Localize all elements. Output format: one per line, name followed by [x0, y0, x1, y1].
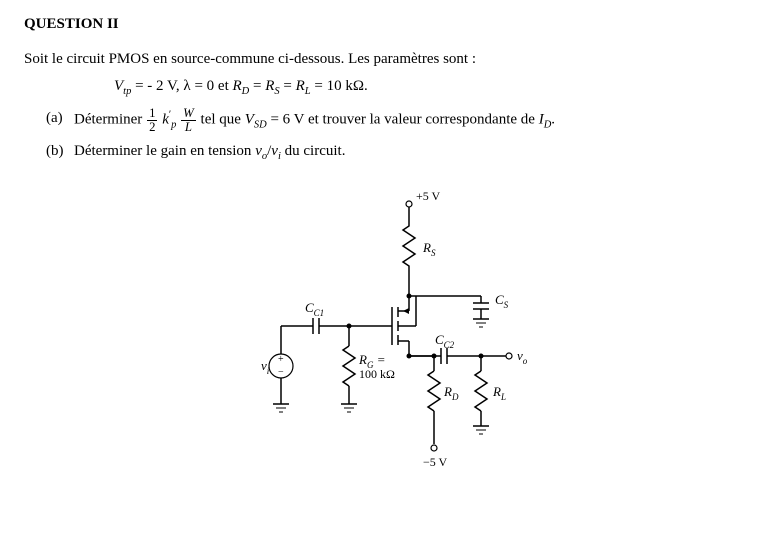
rg-lbl: R	[358, 352, 367, 367]
rs-symbol: R	[265, 78, 274, 94]
frac-half: 12	[147, 107, 157, 134]
svg-text:+: +	[278, 354, 284, 365]
svg-text:RS: RS	[422, 240, 436, 258]
vo-lbl-sub: o	[523, 356, 528, 366]
svg-text:RD: RD	[443, 384, 459, 402]
kp-sub: p	[171, 120, 176, 131]
svg-text:vi: vi	[261, 358, 270, 376]
part-a-mid: tel que	[201, 112, 245, 128]
kp-symbol: k	[162, 112, 169, 128]
rg-val: 100 kΩ	[359, 367, 395, 381]
cc1-lbl: C	[305, 300, 314, 315]
frac-half-num: 1	[147, 107, 157, 121]
top-voltage-label: +5 V	[416, 189, 441, 203]
rs-lbl-sub: S	[431, 248, 436, 258]
part-b-label: (b)	[46, 140, 74, 165]
vsd-symbol: V	[245, 112, 254, 128]
svg-text:CS: CS	[495, 292, 509, 310]
part-a-label: (a)	[46, 107, 74, 134]
part-a: (a) Déterminer 12 k′p WL tel que VSD = 6…	[46, 107, 734, 134]
cs-lbl-sub: S	[504, 300, 509, 310]
cs-lbl: C	[495, 292, 504, 307]
svg-text:−: −	[278, 367, 284, 378]
svg-text:CC1: CC1	[305, 300, 324, 318]
rl-lbl: R	[492, 384, 501, 399]
svg-text:RL: RL	[492, 384, 506, 402]
rd-symbol: R	[232, 78, 241, 94]
circuit-diagram: +5 V RS CS CC1 + − vi	[209, 186, 549, 486]
eq1: =	[249, 78, 265, 94]
bot-voltage-label: −5 V	[423, 455, 448, 469]
part-a-pre: Déterminer	[74, 112, 146, 128]
vi-symbol: v	[271, 143, 278, 159]
eq3: = 10 kΩ.	[311, 78, 368, 94]
part-b-text: Déterminer le gain en tension vo/vi du c…	[74, 140, 345, 165]
vtp-value: = - 2 V, λ = 0 et	[131, 78, 232, 94]
frac-wl-den: L	[181, 121, 196, 134]
rl-symbol: R	[296, 78, 305, 94]
cc1-lbl-sub: C1	[314, 308, 325, 318]
frac-wl: WL	[181, 107, 196, 134]
svg-text:vo: vo	[517, 348, 528, 366]
subparts-list: (a) Déterminer 12 k′p WL tel que VSD = 6…	[46, 107, 734, 164]
part-b-post: du circuit.	[285, 143, 346, 159]
cc2-lbl-sub: C2	[444, 340, 455, 350]
vo-symbol: v	[255, 143, 262, 159]
parameters-line: Vtp = - 2 V, λ = 0 et RD = RS = RL = 10 …	[114, 78, 734, 97]
cc2-lbl: C	[435, 332, 444, 347]
rs-lbl: R	[422, 240, 431, 255]
rd-lbl-sub: D	[451, 392, 459, 402]
page-title: QUESTION II	[24, 16, 734, 33]
part-b-pre: Déterminer le gain en tension	[74, 143, 255, 159]
vsd-sub: SD	[254, 120, 267, 131]
svg-text:CC2: CC2	[435, 332, 455, 350]
part-a-text: Déterminer 12 k′p WL tel que VSD = 6 V e…	[74, 107, 555, 134]
frac-half-den: 2	[147, 121, 157, 134]
intro-paragraph: Soit le circuit PMOS en source-commune c…	[24, 51, 734, 68]
part-a-end: .	[551, 112, 555, 128]
vi-sub: i	[278, 151, 281, 162]
vsd-val: = 6 V et trouver la valeur correspondant…	[270, 112, 538, 128]
rd-lbl: R	[443, 384, 452, 399]
vtp-symbol: V	[114, 78, 123, 94]
part-b: (b) Déterminer le gain en tension vo/vi …	[46, 140, 734, 165]
rg-eq: =	[373, 352, 385, 367]
eq2: =	[280, 78, 296, 94]
frac-wl-num: W	[181, 107, 196, 121]
rl-lbl-sub: L	[500, 392, 506, 402]
